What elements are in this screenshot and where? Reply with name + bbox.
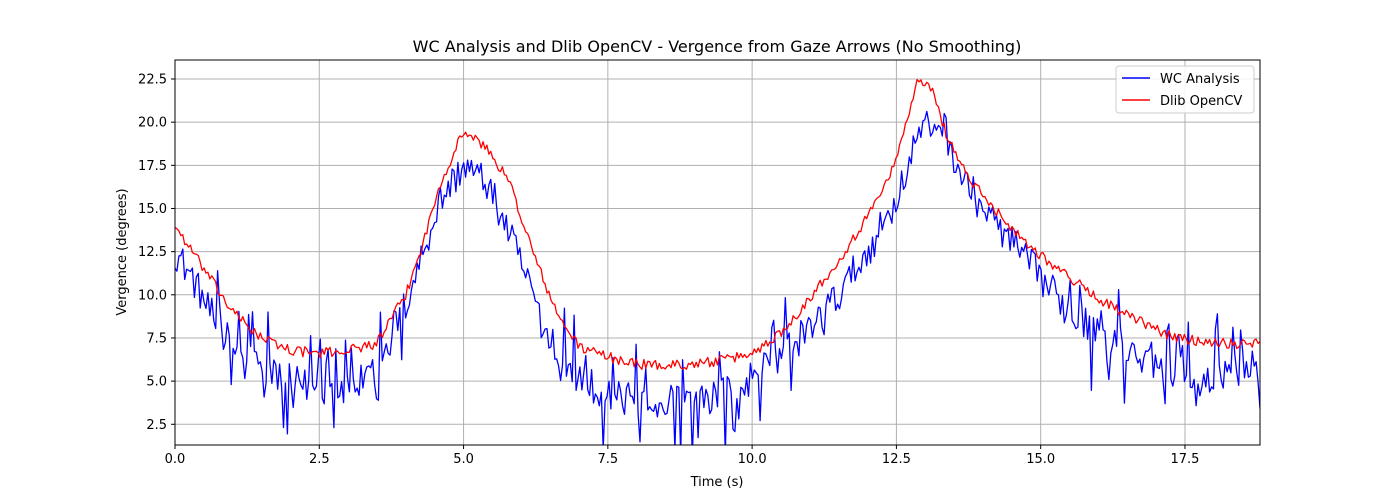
y-tick-label: 12.5 xyxy=(138,245,167,260)
y-tick-label: 2.5 xyxy=(146,418,167,433)
plot-frame xyxy=(174,59,1261,446)
y-tick-label: 10.0 xyxy=(138,288,167,303)
plot-lines xyxy=(175,78,1260,445)
legend-label-dlib-opencv: Dlib OpenCV xyxy=(1160,94,1242,109)
x-tick-label: 12.5 xyxy=(882,452,911,467)
series-line-dlib-opencv xyxy=(175,78,1260,370)
legend-label-wc-analysis: WC Analysis xyxy=(1160,72,1240,87)
y-tick-label: 15.0 xyxy=(138,202,167,217)
y-tick-label: 7.5 xyxy=(146,331,167,346)
series-line-wc-analysis xyxy=(175,110,1260,445)
x-tick-label: 0.0 xyxy=(165,452,186,467)
x-tick-label: 17.5 xyxy=(1170,452,1199,467)
y-axis-label: Vergence (degrees) xyxy=(115,188,130,315)
x-tick-label: 15.0 xyxy=(1026,452,1055,467)
x-tick-label: 2.5 xyxy=(309,452,330,467)
grid xyxy=(174,60,1260,445)
chart-title: WC Analysis and Dlib OpenCV - Vergence f… xyxy=(413,37,1022,56)
legend: WC Analysis Dlib OpenCV xyxy=(1115,65,1255,114)
legend-box xyxy=(1115,65,1255,114)
x-axis-label: Time (s) xyxy=(690,475,744,490)
x-tick-label: 10.0 xyxy=(738,452,767,467)
x-tick-label: 5.0 xyxy=(453,452,474,467)
y-tick-label: 20.0 xyxy=(138,116,167,131)
x-tick-label: 7.5 xyxy=(598,452,619,467)
axis-ticks: 0.0 2.5 5.0 7.5 10.0 12.5 15.0 17.5 2.5 5.0 7.5 10.… xyxy=(138,72,1199,467)
y-tick-label: 17.5 xyxy=(138,159,167,174)
y-tick-label: 22.5 xyxy=(138,72,167,87)
y-tick-label: 5.0 xyxy=(146,375,167,390)
